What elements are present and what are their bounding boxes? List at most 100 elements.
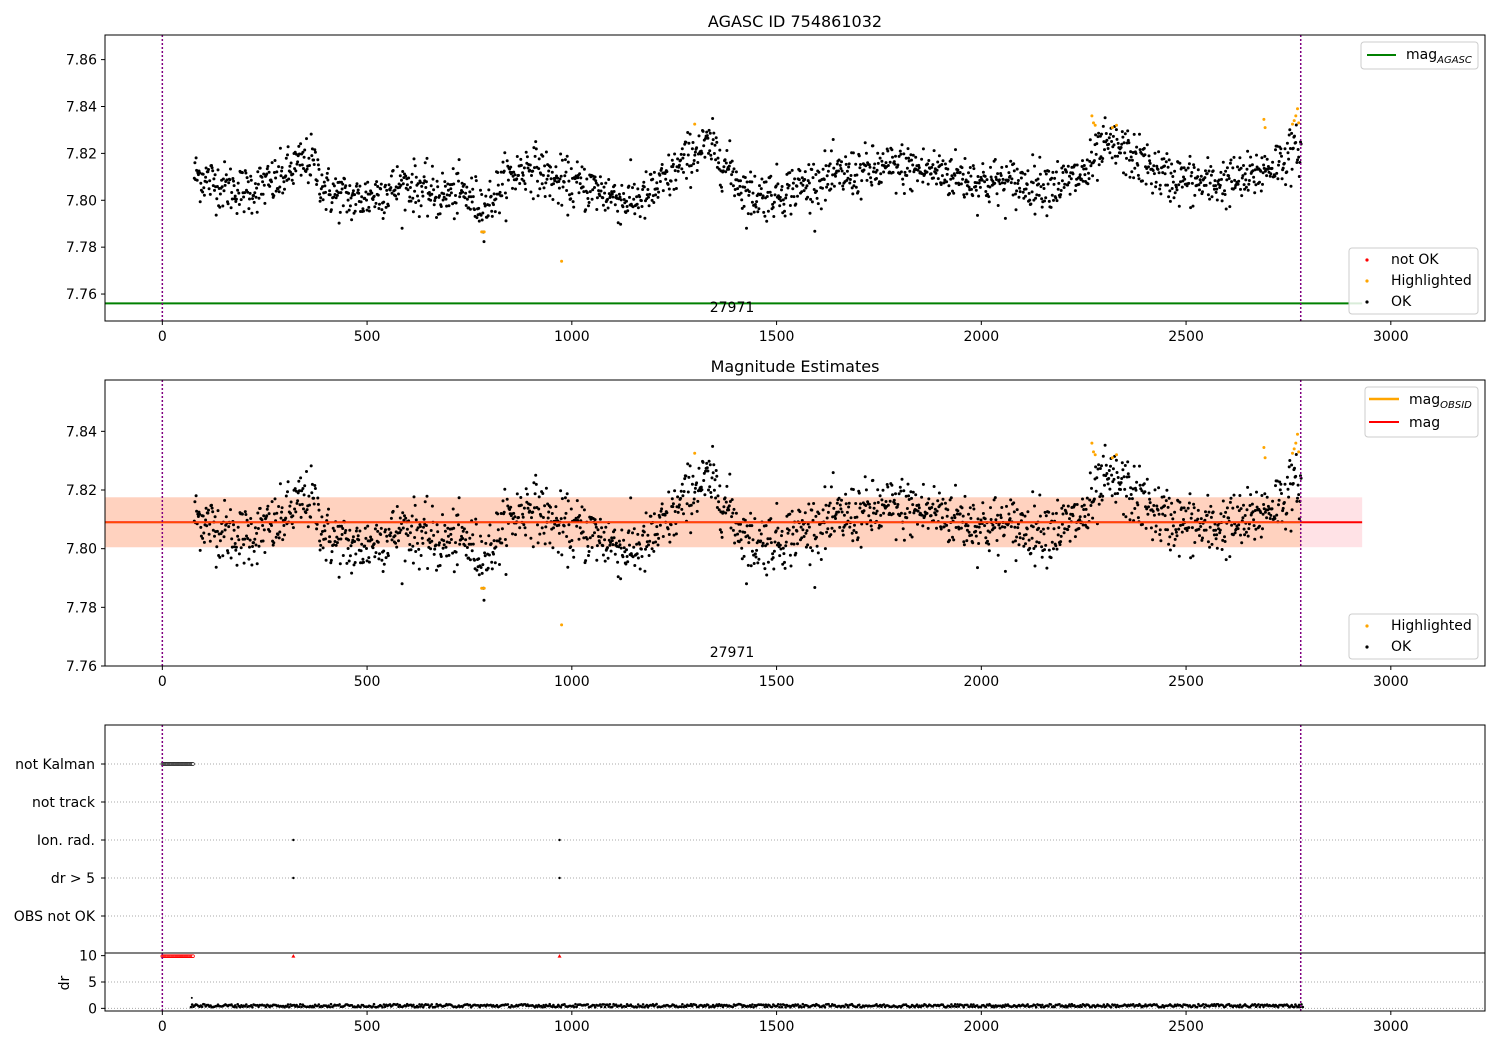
ok-point	[229, 206, 233, 210]
ok-point	[753, 174, 757, 178]
ok-point	[365, 559, 369, 563]
ok-point	[227, 181, 231, 185]
ok-point	[880, 159, 884, 163]
ok-point	[1114, 128, 1118, 132]
ok-point	[706, 136, 710, 140]
ok-point	[1193, 193, 1197, 197]
ok-point	[1227, 516, 1231, 520]
ok-point	[539, 172, 543, 176]
ok-point	[603, 208, 607, 212]
ok-point	[989, 506, 992, 510]
ok-point	[655, 187, 659, 191]
ok-point	[223, 160, 227, 164]
ok-point	[1059, 189, 1063, 192]
ok-point	[762, 562, 766, 566]
ok-point	[369, 535, 373, 539]
highlighted-point	[482, 230, 486, 234]
ok-point	[245, 176, 249, 180]
ok-point	[500, 194, 504, 198]
ok-point	[1212, 187, 1216, 191]
ok-point	[746, 534, 750, 538]
ok-point	[1209, 515, 1213, 519]
ok-point	[1056, 160, 1060, 163]
dr-point	[245, 1003, 248, 1006]
ok-point	[434, 195, 438, 199]
ok-point	[206, 511, 210, 515]
ok-point	[299, 515, 303, 519]
ok-point	[596, 528, 600, 532]
ok-point	[299, 476, 303, 480]
ok-point	[869, 524, 873, 528]
ok-point	[1285, 170, 1289, 174]
highlighted-point	[480, 586, 484, 590]
ok-point	[642, 185, 646, 189]
ok-point	[464, 553, 468, 557]
ok-point	[1030, 536, 1034, 540]
ok-point	[1197, 527, 1201, 531]
ok-point	[1025, 183, 1029, 186]
ok-point	[569, 545, 573, 549]
ok-point	[668, 193, 672, 197]
ok-point	[514, 533, 517, 537]
ok-point	[600, 182, 604, 186]
ok-point	[812, 502, 816, 505]
ok-point	[706, 469, 710, 473]
ok-point	[479, 188, 482, 192]
ok-point	[855, 173, 859, 177]
ok-point	[1012, 169, 1016, 173]
ok-point	[1245, 167, 1249, 171]
ok-point	[565, 154, 569, 158]
ok-point	[1230, 180, 1234, 184]
ok-point	[867, 502, 871, 506]
ok-point	[946, 167, 950, 171]
ok-point	[1123, 151, 1127, 155]
ok-point	[649, 514, 653, 518]
ok-point	[1158, 183, 1162, 187]
ok-point	[1149, 526, 1153, 530]
ok-point	[1051, 170, 1055, 174]
ok-point	[791, 532, 795, 536]
ok-point	[1040, 555, 1044, 559]
ok-point	[754, 205, 758, 209]
ok-point	[245, 534, 248, 538]
ok-point	[409, 199, 413, 203]
ok-point	[853, 523, 856, 527]
ok-point	[534, 140, 538, 144]
ok-point	[684, 474, 688, 478]
dr-point	[875, 1003, 878, 1006]
ok-point	[1135, 145, 1139, 149]
ok-point	[419, 525, 422, 528]
dr-point	[721, 1005, 725, 1009]
highlighted-point	[1294, 114, 1298, 118]
ok-point	[384, 556, 388, 560]
ok-point	[1227, 177, 1231, 180]
ok-point	[1277, 160, 1281, 163]
ok-point	[320, 515, 324, 519]
ok-point	[519, 496, 523, 499]
ok-point	[529, 536, 533, 540]
x-tick-label: 1500	[759, 329, 795, 345]
ok-point	[348, 204, 352, 208]
ok-point	[1239, 166, 1243, 170]
ok-point	[607, 538, 611, 542]
ok-point	[539, 514, 543, 518]
ok-point	[247, 557, 251, 561]
ok-point	[1068, 517, 1071, 521]
ok-point	[416, 182, 420, 186]
ok-point	[531, 510, 535, 514]
ok-point	[268, 184, 272, 188]
ok-point	[594, 522, 598, 526]
ok-point	[1088, 471, 1092, 475]
ok-point	[557, 523, 561, 527]
ok-point	[1005, 504, 1008, 508]
ok-point	[909, 153, 913, 157]
ok-point	[960, 166, 964, 170]
ok-point	[827, 504, 831, 508]
ok-point	[1078, 518, 1082, 522]
ok-point	[550, 170, 554, 174]
ok-point	[951, 189, 954, 193]
ok-point	[1104, 132, 1108, 135]
dr-point	[329, 1002, 333, 1006]
ok-point	[248, 191, 252, 195]
ok-point	[1003, 216, 1007, 220]
